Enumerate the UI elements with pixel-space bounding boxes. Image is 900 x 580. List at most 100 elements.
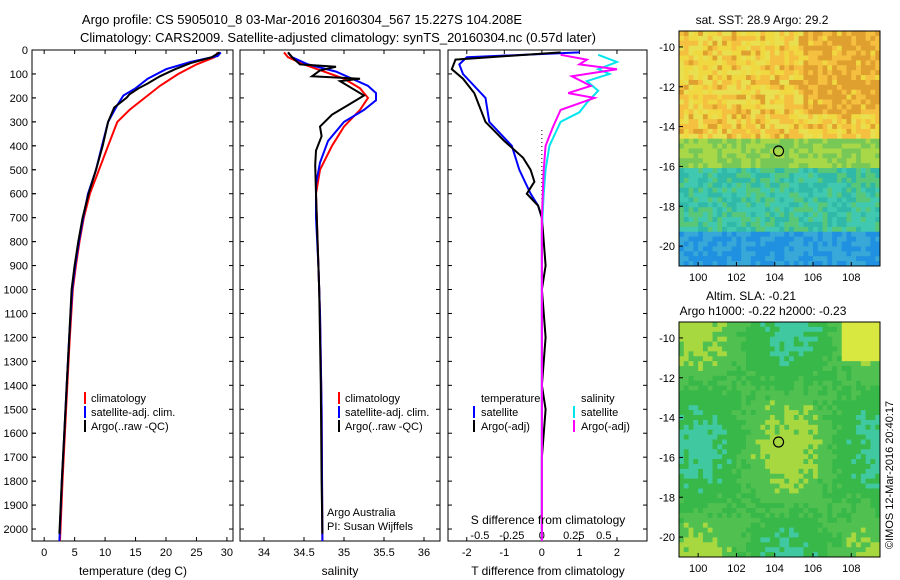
map-cell bbox=[769, 463, 776, 470]
map-cell bbox=[707, 493, 713, 499]
map-cell bbox=[774, 124, 780, 130]
map-cell bbox=[702, 261, 709, 267]
map-cell bbox=[846, 89, 852, 96]
map-cell bbox=[836, 119, 843, 125]
map-cell bbox=[875, 163, 881, 169]
map-cell bbox=[750, 99, 757, 105]
map-cell bbox=[827, 207, 833, 213]
map-cell bbox=[822, 221, 828, 228]
map-cell bbox=[755, 212, 761, 218]
map-cell bbox=[736, 527, 742, 534]
map-cell bbox=[836, 168, 843, 174]
map-cell bbox=[712, 226, 718, 233]
map-cell bbox=[755, 177, 761, 184]
map-cell bbox=[851, 512, 857, 519]
map-cell bbox=[870, 400, 876, 406]
map-cell bbox=[726, 236, 733, 243]
map-cell bbox=[755, 89, 761, 96]
map-cell bbox=[817, 109, 824, 115]
map-cell bbox=[726, 356, 733, 362]
map-cell bbox=[765, 163, 771, 169]
map-cell bbox=[698, 405, 704, 411]
map-cell bbox=[741, 50, 747, 56]
map-cell bbox=[875, 385, 881, 392]
map-cell bbox=[793, 128, 800, 135]
map-cell bbox=[827, 370, 833, 377]
map-cell bbox=[760, 503, 766, 509]
map-cell bbox=[841, 439, 847, 445]
map-cell bbox=[736, 537, 742, 543]
sst-map-frame bbox=[678, 30, 881, 267]
map-cell bbox=[832, 385, 838, 392]
map-cell bbox=[808, 439, 814, 445]
map-cell bbox=[875, 197, 881, 203]
map-cell bbox=[856, 104, 862, 110]
map-cell bbox=[769, 341, 776, 347]
map-cell bbox=[741, 488, 747, 494]
map-cell bbox=[817, 163, 824, 169]
map-cell bbox=[798, 148, 804, 154]
map-cell bbox=[789, 361, 795, 367]
map-cell bbox=[722, 493, 728, 499]
map-cell bbox=[679, 60, 685, 66]
map-cell bbox=[755, 473, 761, 480]
map-cell bbox=[841, 356, 847, 362]
map-cell bbox=[755, 429, 761, 436]
map-cell bbox=[789, 326, 795, 333]
map-cell bbox=[841, 463, 847, 470]
map-cell bbox=[722, 449, 728, 455]
map-cell bbox=[688, 322, 694, 328]
map-cell bbox=[712, 463, 718, 470]
map-cell bbox=[755, 331, 761, 338]
map-cell bbox=[841, 153, 847, 159]
map-cell bbox=[813, 172, 819, 179]
map-cell bbox=[822, 89, 828, 96]
map-cell bbox=[683, 221, 690, 228]
map-cell bbox=[875, 326, 881, 333]
map-cell bbox=[813, 79, 819, 86]
map-cell bbox=[865, 351, 871, 357]
map-cell bbox=[784, 346, 790, 352]
map-cell bbox=[702, 415, 709, 421]
map-cell bbox=[712, 473, 718, 480]
map-cell bbox=[698, 361, 704, 367]
map-cell bbox=[860, 459, 867, 465]
map-cell bbox=[765, 55, 771, 61]
map-cell bbox=[717, 503, 723, 509]
map-cell bbox=[769, 483, 776, 489]
map-cell bbox=[817, 341, 824, 347]
map-cell bbox=[846, 532, 852, 538]
map-cell bbox=[741, 231, 747, 238]
map-cell bbox=[789, 400, 795, 406]
map-cell bbox=[755, 31, 761, 37]
map-cell bbox=[760, 128, 766, 135]
map-cell bbox=[875, 89, 881, 96]
map-cell bbox=[722, 45, 728, 52]
map-cell bbox=[846, 99, 852, 105]
map-cell bbox=[702, 182, 709, 189]
map-cell bbox=[822, 326, 828, 333]
map-cell bbox=[760, 483, 766, 489]
map-cell bbox=[784, 50, 790, 56]
map-cell bbox=[702, 65, 709, 71]
map-cell bbox=[736, 45, 742, 52]
map-cell bbox=[679, 31, 685, 37]
map-cell bbox=[784, 226, 790, 233]
map-cell bbox=[851, 547, 857, 553]
map-cell bbox=[817, 483, 824, 489]
map-cell bbox=[774, 221, 780, 228]
map-cell bbox=[860, 226, 867, 233]
map-cell bbox=[731, 104, 737, 110]
map-cell bbox=[688, 133, 694, 140]
map-cell bbox=[822, 65, 828, 71]
map-cell bbox=[679, 390, 685, 396]
map-cell bbox=[808, 419, 814, 426]
map-cell bbox=[746, 197, 752, 203]
map-cell bbox=[712, 405, 718, 411]
map-cell bbox=[774, 119, 780, 125]
map-cell bbox=[832, 109, 838, 115]
map-cell bbox=[750, 55, 757, 61]
map-cell bbox=[870, 231, 876, 238]
map-cell bbox=[726, 168, 733, 174]
map-cell bbox=[803, 322, 809, 328]
